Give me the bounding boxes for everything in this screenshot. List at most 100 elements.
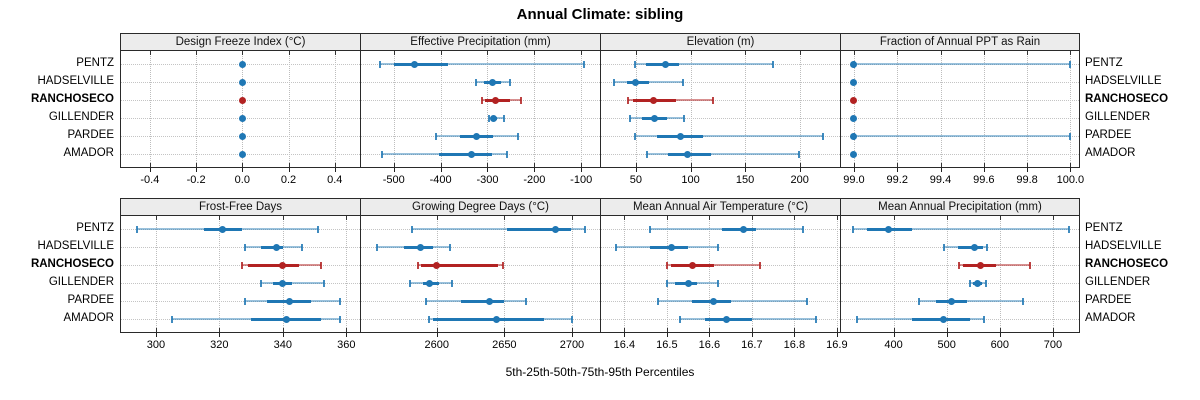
axis-tick-top bbox=[666, 216, 668, 220]
median-dot bbox=[850, 96, 858, 104]
whisker-cap bbox=[316, 225, 319, 233]
median-dot bbox=[279, 279, 287, 287]
axis-tick-top bbox=[393, 51, 395, 55]
whisker-cap bbox=[474, 78, 477, 86]
median-dot bbox=[850, 150, 858, 158]
whisker-5-95 bbox=[919, 300, 1024, 302]
median-dot bbox=[238, 132, 246, 140]
whisker-cap bbox=[380, 150, 383, 158]
vertical-gridline bbox=[571, 216, 573, 332]
station-label-right: PENTZ bbox=[1085, 222, 1123, 234]
axis-tick-top bbox=[534, 51, 536, 55]
station-label-left: HADSELVILLE bbox=[37, 240, 115, 252]
station-label-right: AMADOR bbox=[1085, 312, 1136, 324]
median-dot bbox=[282, 315, 290, 323]
axis-tick-bottom bbox=[196, 163, 198, 167]
whisker-cap bbox=[170, 315, 173, 323]
whisker-cap bbox=[633, 132, 636, 140]
whisker-5-95 bbox=[666, 264, 761, 266]
axis-tick-top bbox=[893, 216, 895, 220]
bar-25-75 bbox=[420, 263, 498, 267]
panel-plot-area bbox=[841, 216, 1079, 332]
axis-tick-top bbox=[219, 216, 221, 220]
axis-tick-label: 99.4 bbox=[929, 174, 952, 186]
axis-tick-bottom bbox=[1070, 163, 1072, 167]
axis-tick bbox=[282, 333, 284, 337]
row-gridline bbox=[841, 229, 1079, 230]
station-label-left: GILLENDER bbox=[48, 111, 114, 123]
axis-tick-top bbox=[983, 51, 985, 55]
bar-25-75 bbox=[393, 62, 448, 66]
whisker-cap bbox=[712, 96, 715, 104]
axis-tick-top bbox=[196, 51, 198, 55]
whisker-cap bbox=[416, 261, 419, 269]
axis-row: -500 -400 -300 -200 -100 bbox=[361, 168, 601, 192]
axis-tick-label: 2600 bbox=[424, 339, 449, 351]
axis-tick-top bbox=[487, 51, 489, 55]
axis-tick-top bbox=[346, 216, 348, 220]
axis-tick-bottom bbox=[666, 328, 668, 332]
percentiles-caption: 5th-25th-50th-75th-95th Percentiles bbox=[505, 365, 695, 379]
axis-tick bbox=[893, 333, 895, 337]
row-gridline bbox=[841, 283, 1079, 284]
axis-tick-label: 0.2 bbox=[280, 174, 297, 186]
axis-tick-label: -300 bbox=[476, 174, 499, 186]
median-dot bbox=[552, 225, 560, 233]
axis-tick-label: 500 bbox=[937, 339, 956, 351]
axis-tick bbox=[219, 333, 221, 337]
axis-tick-bottom bbox=[346, 328, 348, 332]
axis-tick bbox=[999, 333, 1001, 337]
vertical-gridline bbox=[946, 216, 948, 332]
axis-row: 2600 2650 2700 bbox=[361, 333, 601, 357]
axis-tick bbox=[242, 168, 244, 172]
vertical-gridline bbox=[635, 51, 637, 167]
row-gridline bbox=[121, 301, 360, 302]
axis-tick bbox=[709, 333, 711, 337]
axis-row: 400 500 600 700 bbox=[841, 333, 1081, 357]
axis-tick-label: 2700 bbox=[559, 339, 585, 351]
whisker-cap bbox=[319, 261, 322, 269]
axis-tick-bottom bbox=[999, 328, 1001, 332]
vertical-gridline bbox=[1052, 216, 1054, 332]
whisker-cap bbox=[633, 60, 636, 68]
median-dot bbox=[632, 78, 640, 86]
station-label-left: PENTZ bbox=[76, 222, 114, 234]
whisker-cap bbox=[323, 279, 326, 287]
median-dot bbox=[739, 225, 747, 233]
panel-plot-area bbox=[601, 216, 840, 332]
axis-tick-bottom bbox=[690, 163, 692, 167]
axis-tick bbox=[983, 168, 985, 172]
axis-tick-label: 16.5 bbox=[656, 339, 678, 351]
station-label-right: RANCHOSECO bbox=[1085, 93, 1169, 105]
median-dot bbox=[238, 78, 246, 86]
whisker-cap bbox=[338, 315, 341, 323]
median-dot bbox=[219, 225, 227, 233]
panel-header: Frost-Free Days bbox=[121, 199, 360, 216]
whisker-5-95 bbox=[853, 135, 1071, 137]
axis-tick-bottom bbox=[149, 163, 151, 167]
median-dot bbox=[667, 243, 675, 251]
median-dot bbox=[491, 96, 499, 104]
axis-tick-bottom bbox=[155, 328, 157, 332]
vertical-gridline bbox=[242, 51, 244, 167]
median-dot bbox=[650, 114, 658, 122]
axis-tick-bottom bbox=[282, 328, 284, 332]
median-dot bbox=[472, 132, 480, 140]
axis-tick-label: 340 bbox=[273, 339, 292, 351]
panel-header: Design Freeze Index (°C) bbox=[121, 34, 360, 51]
bar-25-75 bbox=[432, 317, 544, 321]
whisker-cap bbox=[678, 315, 681, 323]
station-label-right: RANCHOSECO bbox=[1085, 258, 1169, 270]
median-dot bbox=[492, 315, 500, 323]
whisker-5-95 bbox=[260, 282, 325, 284]
row-gridline bbox=[121, 283, 360, 284]
station-label-left: PARDEE bbox=[67, 294, 114, 306]
whisker-cap bbox=[855, 315, 858, 323]
panel-header: Fraction of Annual PPT as Rain bbox=[841, 34, 1079, 51]
axis-tick-label: 16.6 bbox=[698, 339, 721, 351]
axis-tick-label: 0.4 bbox=[327, 174, 343, 186]
station-label-right: PENTZ bbox=[1085, 57, 1123, 69]
axis-tick bbox=[155, 333, 157, 337]
median-dot bbox=[485, 297, 493, 305]
row-gridline bbox=[361, 247, 600, 248]
